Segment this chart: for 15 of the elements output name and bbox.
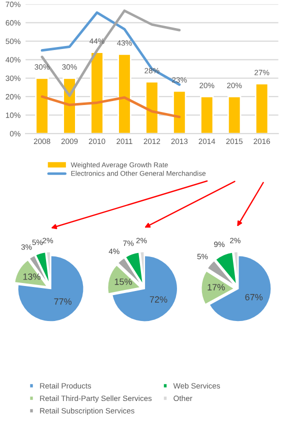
bar — [227, 96, 242, 134]
data-label: 17% — [208, 284, 225, 290]
data-label: 77% — [54, 298, 72, 305]
bar — [90, 52, 104, 134]
bar — [35, 77, 49, 134]
bar — [172, 90, 186, 134]
data-label: 72% — [150, 296, 168, 303]
bar — [254, 82, 269, 134]
data-label: 67% — [245, 294, 263, 300]
line-series — [40, 95, 181, 118]
bar — [118, 53, 132, 134]
bar — [145, 81, 159, 134]
bar — [200, 96, 214, 134]
data-label: 15% — [114, 278, 132, 285]
data-label: 13% — [23, 273, 40, 280]
